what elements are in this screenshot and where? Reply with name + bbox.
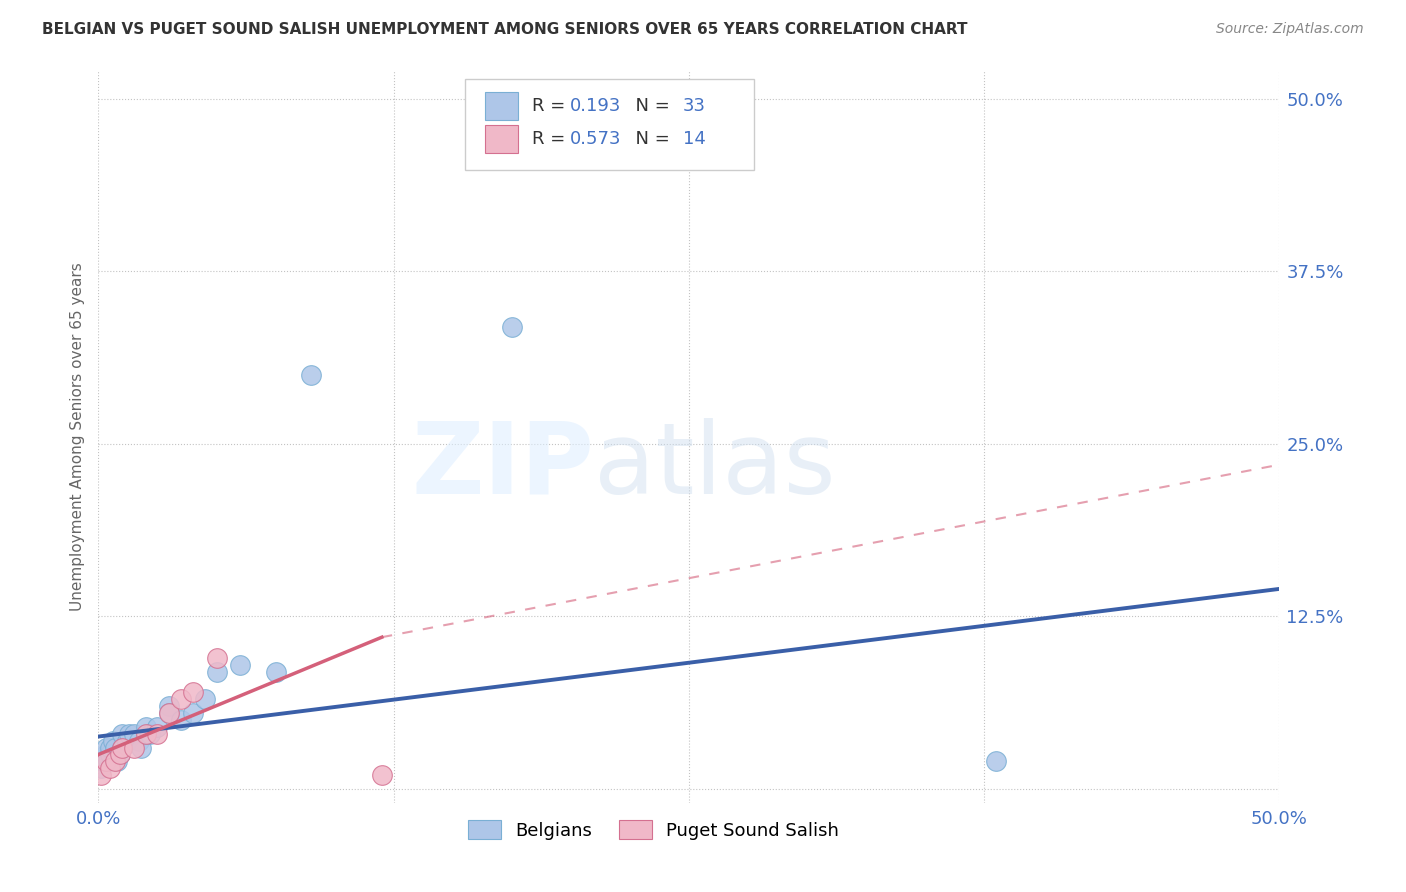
Point [94, 747, 117, 762]
Point [94, 740, 117, 755]
Point [98, 740, 121, 755]
Point [101, 733, 124, 747]
Point [135, 727, 157, 741]
Point [299, 368, 322, 382]
Point [264, 665, 287, 679]
Point [91, 755, 114, 769]
Point [111, 740, 134, 755]
Point [135, 727, 157, 741]
Point [146, 727, 169, 741]
Point [129, 740, 152, 755]
Text: N =: N = [624, 96, 675, 115]
Point [157, 699, 180, 714]
Point [98, 747, 121, 762]
Text: R =: R = [531, 96, 571, 115]
Point [122, 727, 145, 741]
FancyBboxPatch shape [485, 126, 517, 153]
Text: 0.193: 0.193 [569, 96, 621, 115]
Point [205, 665, 228, 679]
Point [94, 755, 117, 769]
Point [170, 713, 193, 727]
Point [139, 727, 162, 741]
Point [194, 692, 217, 706]
Point [90, 768, 112, 782]
Text: N =: N = [624, 130, 675, 148]
Point [118, 727, 141, 741]
Point [229, 657, 252, 672]
Point [128, 733, 150, 747]
Text: atlas: atlas [595, 417, 837, 515]
Text: BELGIAN VS PUGET SOUND SALISH UNEMPLOYMENT AMONG SENIORS OVER 65 YEARS CORRELATI: BELGIAN VS PUGET SOUND SALISH UNEMPLOYME… [42, 22, 967, 37]
Point [205, 651, 228, 665]
Text: R =: R = [531, 130, 571, 148]
Point [105, 755, 128, 769]
Point [170, 692, 193, 706]
Point [104, 740, 127, 755]
Y-axis label: Unemployment Among Seniors over 65 years: Unemployment Among Seniors over 65 years [69, 263, 84, 611]
Point [501, 319, 523, 334]
Point [157, 706, 180, 720]
FancyBboxPatch shape [485, 92, 517, 120]
Point [135, 720, 157, 734]
Point [104, 755, 127, 769]
Point [157, 706, 180, 720]
Text: 0.573: 0.573 [569, 130, 621, 148]
Point [146, 720, 169, 734]
Point [181, 685, 204, 699]
Point [108, 747, 131, 762]
Point [108, 747, 131, 762]
Point [97, 755, 120, 769]
Text: Source: ZipAtlas.com: Source: ZipAtlas.com [1216, 22, 1364, 37]
Point [111, 740, 134, 755]
Point [984, 755, 1007, 769]
Text: 33: 33 [683, 96, 706, 115]
Text: ZIP: ZIP [412, 417, 595, 515]
Point [111, 727, 134, 741]
Point [122, 740, 145, 755]
Text: 14: 14 [683, 130, 706, 148]
Point [90, 761, 112, 775]
FancyBboxPatch shape [464, 78, 754, 170]
Legend: Belgians, Puget Sound Salish: Belgians, Puget Sound Salish [460, 811, 848, 848]
Point [98, 761, 121, 775]
Point [181, 706, 204, 720]
Point [115, 733, 138, 747]
Point [371, 768, 394, 782]
